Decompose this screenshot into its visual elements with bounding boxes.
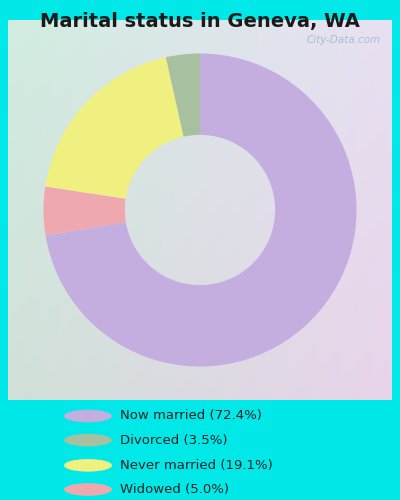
Circle shape [64,483,112,496]
Circle shape [64,434,112,446]
Text: Now married (72.4%): Now married (72.4%) [120,410,262,422]
Wedge shape [46,54,356,366]
Text: Divorced (3.5%): Divorced (3.5%) [120,434,228,446]
Wedge shape [166,54,200,136]
Wedge shape [45,57,184,199]
Text: Widowed (5.0%): Widowed (5.0%) [120,483,229,496]
Text: Marital status in Geneva, WA: Marital status in Geneva, WA [40,12,360,32]
Text: City-Data.com: City-Data.com [306,35,380,45]
Circle shape [64,410,112,422]
Circle shape [64,459,112,471]
Text: Never married (19.1%): Never married (19.1%) [120,459,273,472]
Wedge shape [44,186,126,236]
